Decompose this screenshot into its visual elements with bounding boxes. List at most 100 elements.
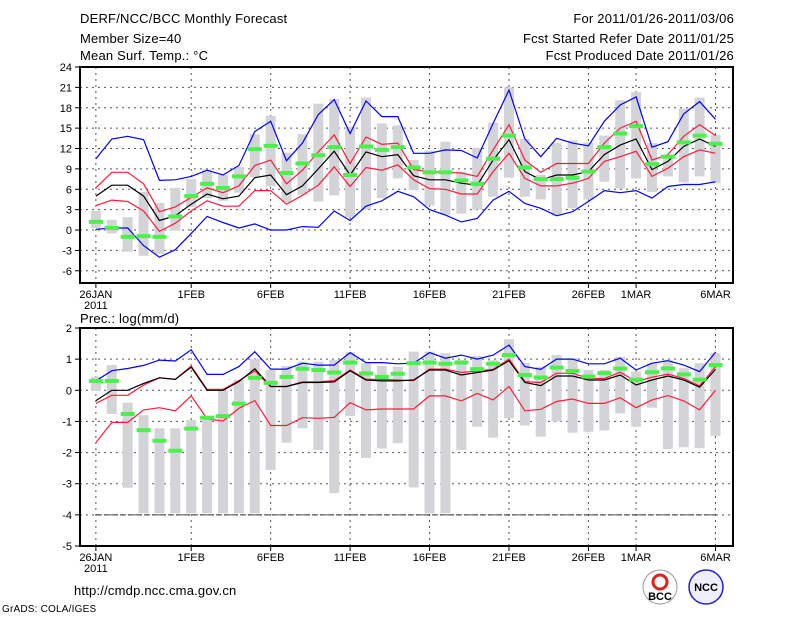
x-tick-label: 26JAN	[79, 289, 112, 301]
ensemble-range-bar	[710, 134, 721, 184]
series-mean-line	[95, 138, 716, 222]
ensemble-range-bar	[488, 360, 499, 438]
ensemble-range-bar	[376, 365, 387, 449]
ensemble-range-bar	[202, 416, 213, 514]
ensemble-range-bar	[551, 355, 562, 422]
observed-marker	[517, 165, 532, 170]
ensemble-range-bar	[281, 365, 292, 443]
x-tick-label: 11FEB	[334, 289, 367, 301]
y-tick-label: 9	[66, 164, 72, 176]
bcc-logo-icon	[642, 569, 678, 605]
ensemble-range-bar	[662, 154, 673, 177]
observed-marker	[358, 371, 373, 376]
member-size: Member Size=40	[80, 31, 182, 46]
ensemble-range-bar	[90, 376, 101, 391]
ensemble-range-bar	[360, 97, 371, 210]
year-label: 2011	[84, 300, 108, 312]
observed-marker	[104, 378, 119, 383]
y-tick-label: -1	[62, 416, 72, 428]
observed-marker	[88, 378, 103, 383]
observed-marker	[374, 147, 389, 152]
x-tick-label: 6FEB	[257, 289, 285, 301]
ensemble-range-bar	[456, 171, 467, 214]
ensemble-range-bar	[503, 87, 514, 178]
observed-marker	[422, 170, 437, 175]
x-tick-label: 1FEB	[177, 552, 205, 564]
ensemble-range-bar	[694, 363, 705, 449]
y-tick-label: -5	[62, 541, 72, 553]
y-tick-label: 6	[66, 184, 72, 196]
x-tick-label: 21FEB	[492, 289, 526, 301]
observed-marker	[327, 370, 342, 375]
ensemble-range-bar	[265, 370, 276, 471]
grads-credit: GrADS: COLA/IGES	[2, 604, 97, 615]
y-tick-label: 24	[60, 62, 72, 74]
observed-marker	[597, 145, 612, 150]
ensemble-range-bar	[392, 366, 403, 444]
observed-marker	[358, 144, 373, 149]
ensemble-range-bar	[90, 211, 101, 228]
ensemble-range-bar	[281, 152, 292, 203]
ensemble-range-bar	[186, 419, 197, 514]
observed-marker	[200, 181, 215, 186]
observed-marker	[581, 374, 596, 379]
y-tick-label: -2	[62, 448, 72, 460]
observed-marker	[613, 131, 628, 136]
y-tick-label: -4	[62, 510, 72, 522]
x-tick-label: 1MAR	[621, 289, 652, 301]
ensemble-range-bar	[154, 202, 165, 254]
ensemble-range-bar	[472, 356, 483, 427]
observed-marker	[184, 426, 199, 431]
x-tick-label: 26FEB	[572, 289, 606, 301]
observed-marker	[517, 373, 532, 378]
observed-marker	[486, 361, 501, 366]
ensemble-range-bar	[567, 140, 578, 209]
ensemble-range-bar	[408, 351, 419, 488]
observed-marker	[215, 414, 230, 419]
observed-marker	[692, 377, 707, 382]
observed-marker	[120, 234, 135, 239]
series-min-line	[95, 181, 716, 258]
observed-marker	[660, 366, 675, 371]
observed-marker	[501, 133, 516, 138]
ensemble-range-bar	[233, 380, 244, 514]
ensemble-range-bar	[599, 370, 610, 431]
observed-marker	[327, 145, 342, 150]
footer-url[interactable]: http://cmdp.ncc.cma.gov.cn	[74, 583, 237, 598]
observed-marker	[422, 360, 437, 365]
ncc-logo-text: NCC	[694, 582, 718, 594]
observed-marker	[676, 372, 691, 377]
observed-marker	[549, 365, 564, 370]
y-tick-label: 15	[60, 123, 72, 135]
ensemble-range-bar	[122, 402, 133, 488]
x-tick-label: 6MAR	[700, 289, 731, 301]
observed-marker	[676, 140, 691, 145]
observed-marker	[152, 234, 167, 239]
y-tick-label: 12	[60, 144, 72, 156]
ensemble-range-bar	[583, 370, 594, 432]
series-max-line	[95, 88, 716, 182]
observed-marker	[629, 377, 644, 382]
y-tick-label: 0	[66, 225, 72, 237]
observed-marker	[486, 156, 501, 161]
observed-marker	[549, 177, 564, 182]
observed-marker	[215, 185, 230, 190]
observed-marker	[390, 371, 405, 376]
forecast-period: For 2011/01/26-2011/03/06	[573, 11, 734, 26]
ensemble-range-bar	[710, 353, 721, 437]
series-upper-line	[95, 120, 716, 213]
logos: BCC NCC	[642, 569, 724, 605]
observed-marker	[390, 145, 405, 150]
series-lower-line	[95, 149, 716, 233]
y-tick-label: 21	[60, 82, 72, 94]
ensemble-range-bar	[138, 191, 149, 256]
y-tick-label: 1	[66, 354, 72, 366]
ensemble-range-bar	[170, 428, 181, 514]
observed-marker	[152, 438, 167, 443]
y-tick-label: -3	[62, 479, 72, 491]
observed-marker	[343, 173, 358, 177]
start-date: Fcst Started Refer Date 2011/01/25	[522, 31, 734, 46]
observed-marker	[247, 147, 262, 152]
